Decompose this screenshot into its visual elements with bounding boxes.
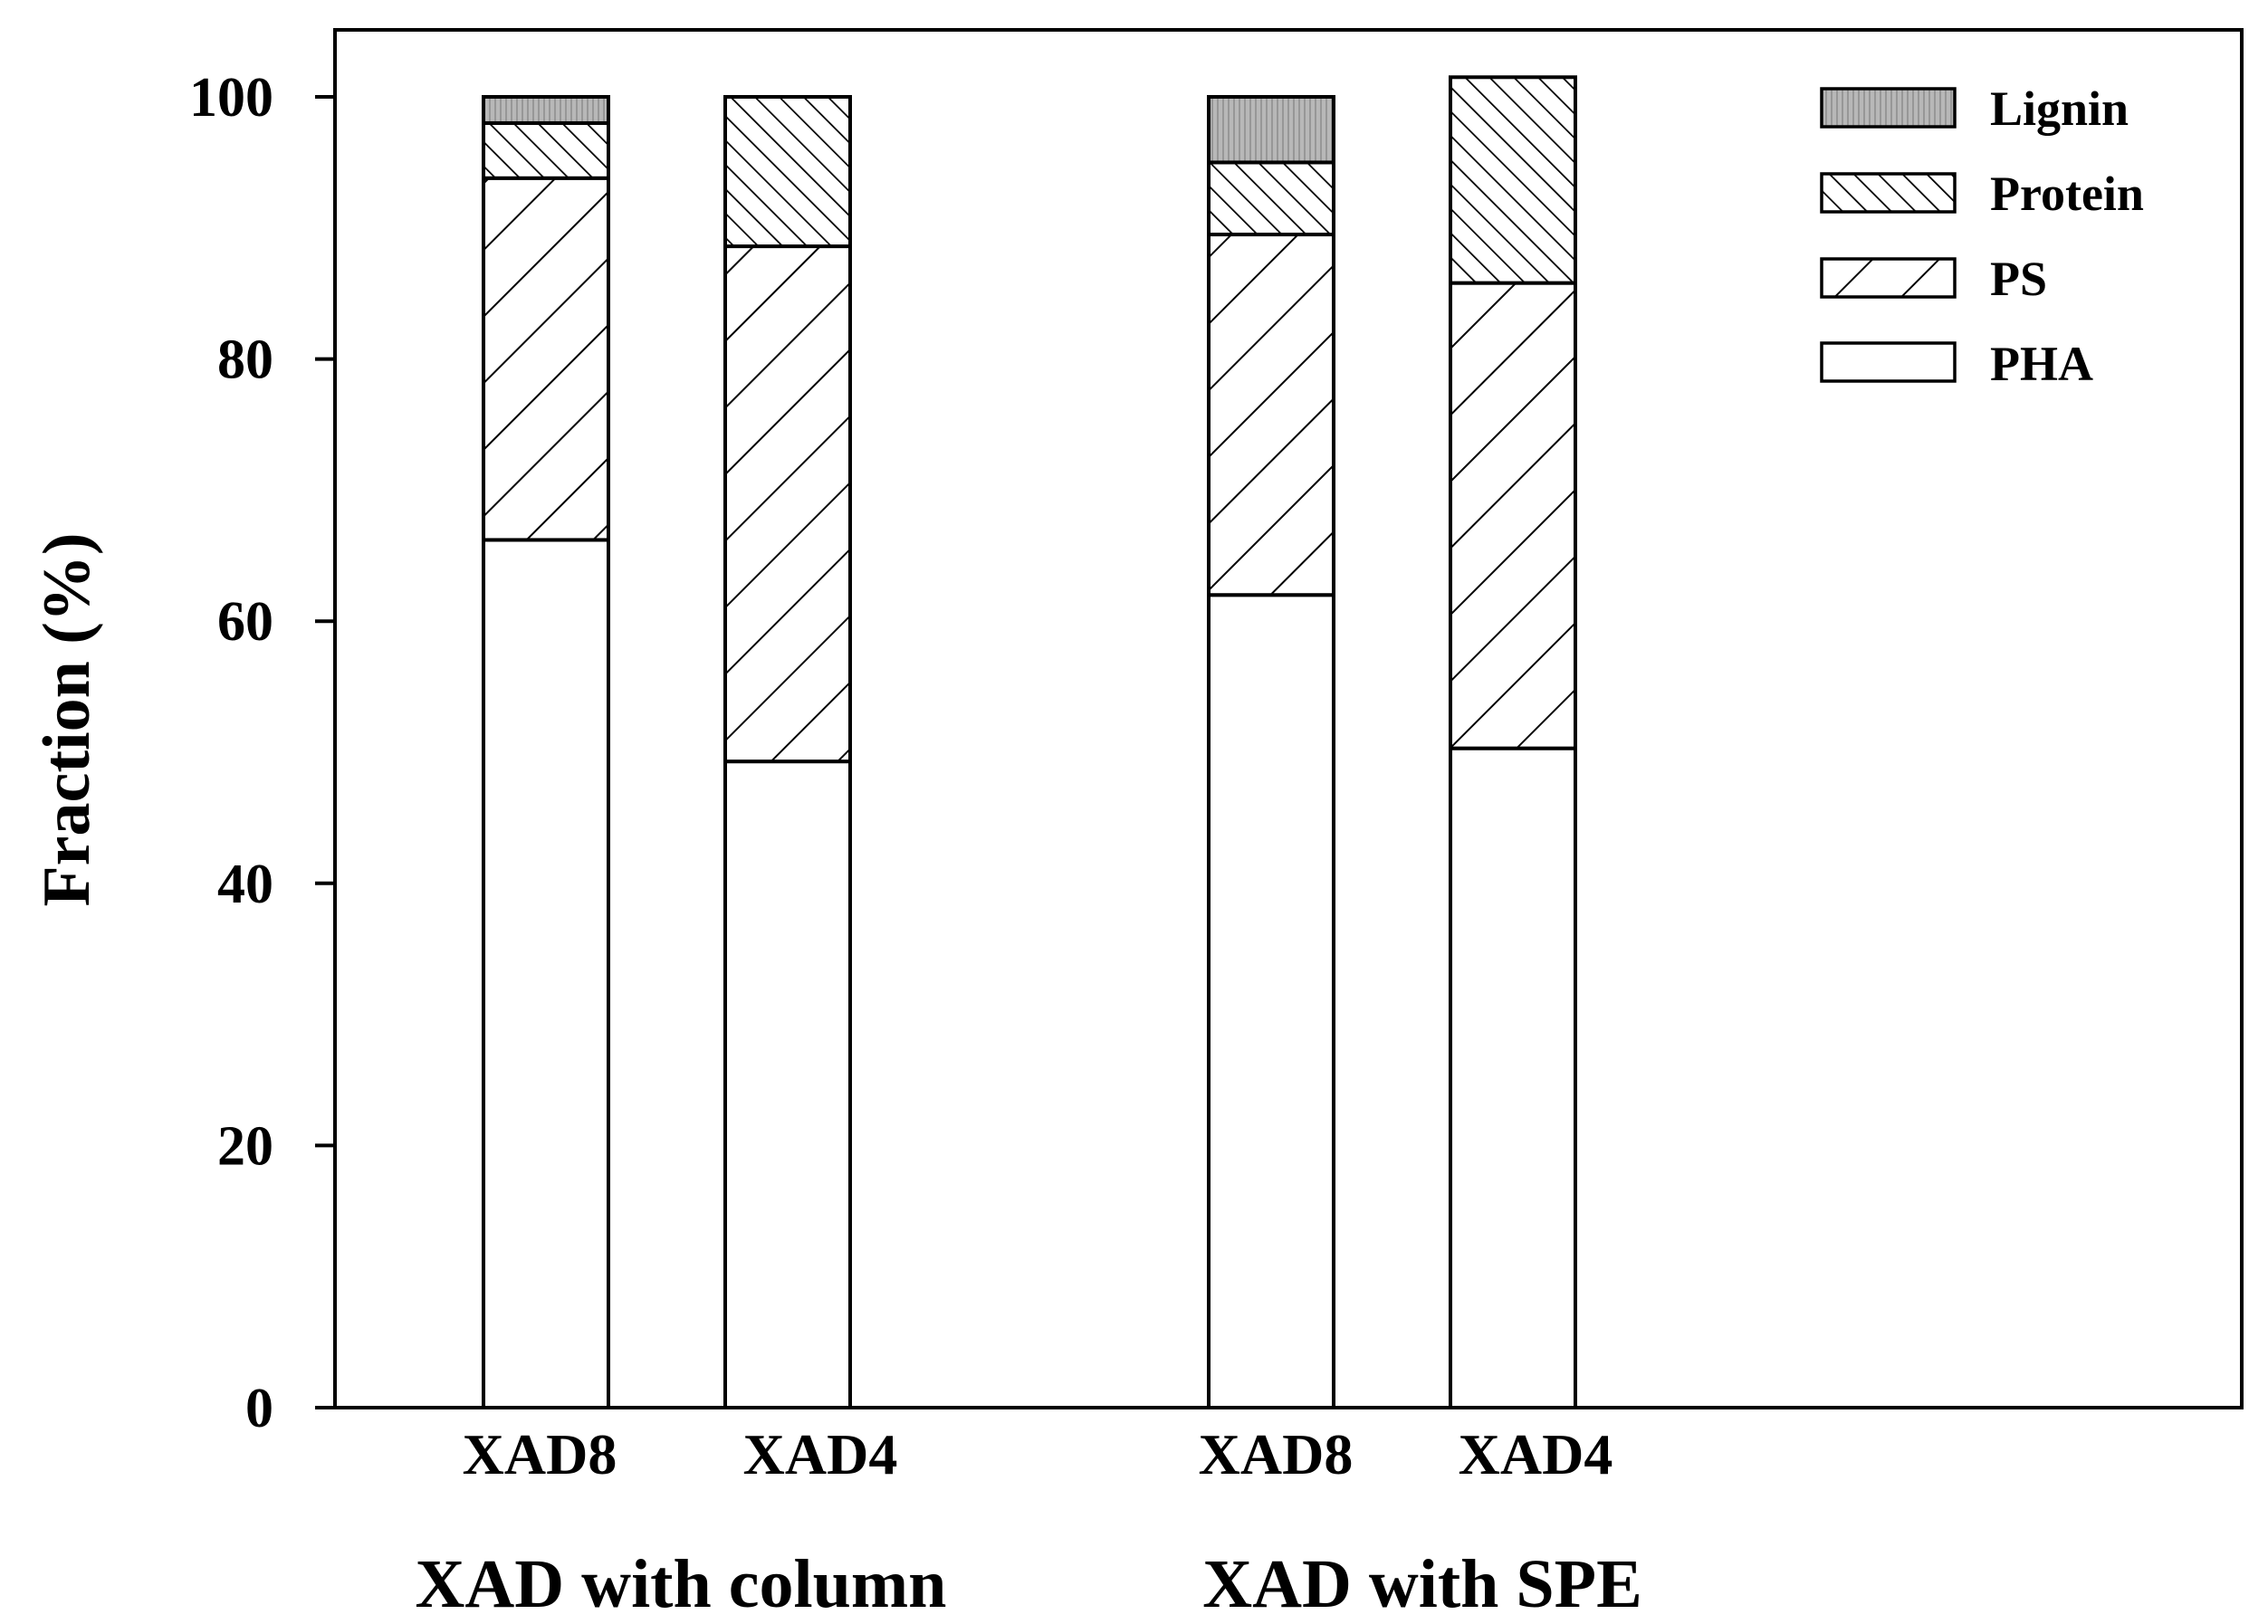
- y-axis: 0 20 40 60 80 100: [189, 67, 335, 1439]
- legend-label: Protein: [1990, 167, 2144, 221]
- bar-segment-pha: [482, 538, 610, 1409]
- legend-swatch-pha: [1820, 341, 1957, 383]
- y-tick-label: 0: [245, 1378, 273, 1439]
- bar-segment-pha: [1207, 593, 1335, 1409]
- bar-segment-protein: [482, 120, 610, 180]
- bar-segment-ps: [723, 244, 852, 764]
- legend-label: PS: [1990, 252, 2047, 306]
- y-tick-label: 80: [217, 330, 273, 391]
- bar-segment-lignin: [1207, 95, 1335, 165]
- legend-swatch-lignin: [1820, 87, 1957, 129]
- legend-label: Lignin: [1990, 81, 2129, 136]
- group-label: XAD with SPE: [1202, 1546, 1642, 1622]
- x-tick-label: XAD4: [1459, 1422, 1613, 1486]
- legend-label: PHA: [1990, 337, 2093, 391]
- bar-segment-ps: [1207, 233, 1335, 597]
- bar-segment-ps: [482, 176, 610, 542]
- bar-segment-protein: [723, 95, 852, 249]
- y-tick-label: 20: [217, 1115, 273, 1177]
- bars: [482, 75, 1577, 1409]
- bar-segment-pha: [723, 759, 852, 1409]
- legend-swatch-ps: [1820, 257, 1957, 299]
- legend-swatch-protein: [1820, 172, 1957, 214]
- y-axis-label: Fraction (%): [30, 532, 104, 906]
- group-label: XAD with column: [416, 1546, 947, 1622]
- x-axis-labels: XAD8 XAD4 XAD8 XAD4 XAD with column XAD …: [416, 1422, 1642, 1622]
- x-tick-label: XAD8: [463, 1422, 617, 1486]
- y-tick-label: 40: [217, 854, 273, 915]
- bar-segment-protein: [1207, 160, 1335, 237]
- legend: Lignin Protein PS PHA: [1820, 81, 2144, 391]
- bar-segment-lignin: [482, 95, 610, 125]
- y-tick-label: 100: [189, 67, 273, 129]
- x-tick-label: XAD8: [1199, 1422, 1354, 1486]
- bar-segment-ps: [1449, 281, 1577, 750]
- bar-segment-pha: [1449, 746, 1577, 1409]
- x-tick-label: XAD4: [743, 1422, 898, 1486]
- y-tick-label: 60: [217, 591, 273, 653]
- bar-segment-protein: [1449, 75, 1577, 285]
